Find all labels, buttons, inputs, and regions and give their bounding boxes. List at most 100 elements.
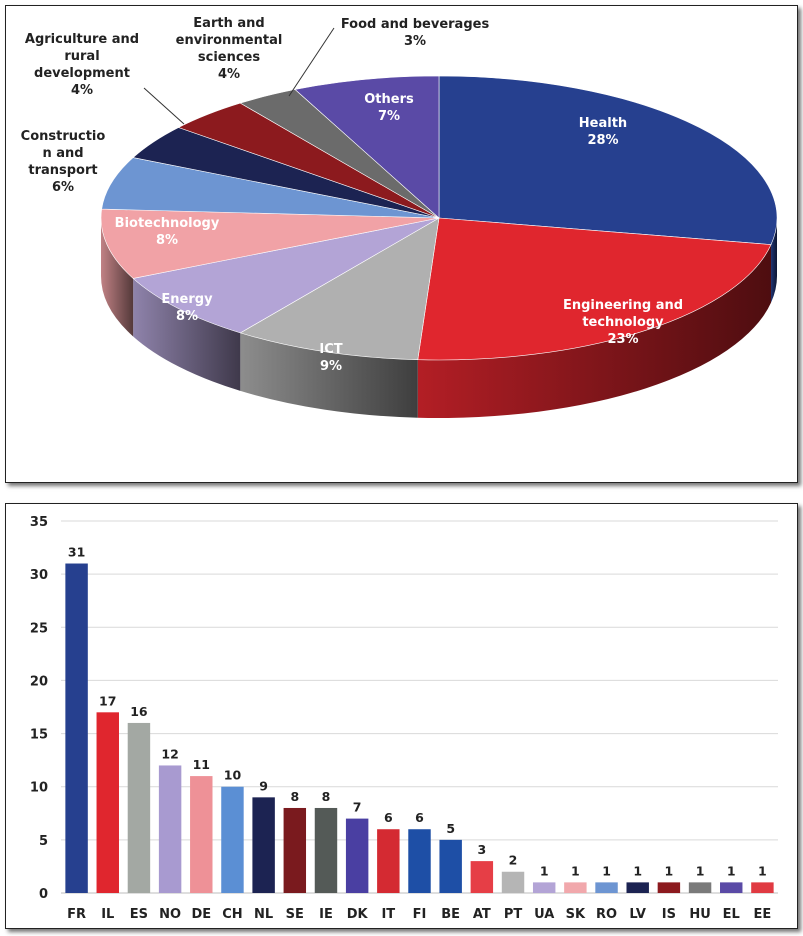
pie-slice-biotechnology xyxy=(100,208,440,279)
pie-chart-panel: Health 28% Engineering and technology 23% ICT… xyxy=(5,5,798,483)
x-tick-label-ie: IE xyxy=(319,907,333,922)
bar-is xyxy=(657,882,681,893)
pie-slice-ict xyxy=(239,217,440,361)
pie-percent-engineering-and-technology: 23% xyxy=(607,332,638,347)
bar-value-label-ua: 1 xyxy=(540,863,549,878)
pie-side-engineering-and-technology xyxy=(417,244,772,418)
bar-value-label-el: 1 xyxy=(727,863,736,878)
bar-value-label-ie: 8 xyxy=(322,789,331,804)
y-tick-label: 25 xyxy=(30,621,48,636)
pie-label-health: Health 28% xyxy=(579,116,627,148)
bar-it xyxy=(377,829,400,893)
bar-ie xyxy=(314,807,338,893)
bars xyxy=(65,563,774,893)
y-tick-label: 20 xyxy=(30,674,48,689)
pie-slices xyxy=(100,75,778,361)
y-tick-label: 30 xyxy=(30,568,48,583)
pie-percent-ict: 9% xyxy=(320,359,342,374)
x-tick-label-no: NO xyxy=(159,907,181,922)
pie-label-earth-and-environmental-sciences: Earth and environmental sciences 4% xyxy=(176,16,283,82)
pie-slice-engineering-and-technology xyxy=(417,217,772,361)
bar-value-label-de: 11 xyxy=(193,757,210,772)
pie-percent-biotechnology: 8% xyxy=(156,233,178,248)
pie-side-walls xyxy=(101,218,777,418)
bar-hu xyxy=(688,882,712,893)
pie-labels: Health 28% Engineering and technology 23% ICT… xyxy=(21,16,683,374)
x-axis-ticks: FR IL ES NO DE CH NL SE IE DK IT FI BE AT PT UA SK RO LV IS… xyxy=(67,907,771,922)
x-tick-label-pt: PT xyxy=(504,907,523,922)
x-tick-label-il: IL xyxy=(101,907,114,922)
pie-label-engineering-and-technology: Engineering and technology 23% xyxy=(563,298,683,347)
x-tick-label-ro: RO xyxy=(596,907,617,922)
x-tick-label-el: EL xyxy=(723,907,740,922)
x-tick-label-is: IS xyxy=(662,907,676,922)
bar-value-label-it: 6 xyxy=(384,810,393,825)
pie-label-ict: ICT 9% xyxy=(319,342,342,374)
bar-value-label-pt: 2 xyxy=(509,853,518,868)
x-tick-label-hu: HU xyxy=(689,907,710,922)
y-tick-label: 5 xyxy=(39,834,48,849)
pie-percent-agriculture-and-rural-development: 4% xyxy=(71,83,93,98)
bar-de xyxy=(190,776,213,893)
y-tick-label: 35 xyxy=(30,515,48,530)
bar-lv xyxy=(626,882,649,893)
bar-pt xyxy=(501,871,525,893)
x-tick-label-de: DE xyxy=(191,907,211,922)
pie-label-energy: Energy 8% xyxy=(161,292,213,324)
bar-value-label-ch: 10 xyxy=(224,768,242,783)
pie-label-others: Others 7% xyxy=(364,92,414,124)
x-tick-label-fi: FI xyxy=(413,907,427,922)
bar-ee xyxy=(751,882,774,893)
bar-value-label-hu: 1 xyxy=(696,863,705,878)
leader-line-food xyxy=(288,27,335,97)
bar-chart-panel: 0 5 10 15 20 25 30 35 31 17 16 12 11 10 9 8 8 7 6 6 5 3 2 1 1 1 1 1… xyxy=(5,503,798,929)
bar-value-label-be: 5 xyxy=(446,821,455,836)
x-tick-label-it: IT xyxy=(381,907,395,922)
leader-line-agriculture xyxy=(143,87,185,125)
x-tick-label-ee: EE xyxy=(754,907,772,922)
pie-label-constructio-n-and-transport: Constructio n and transport 6% xyxy=(21,129,106,195)
pie-slice-constructio-n-and-transport xyxy=(101,157,440,219)
bar-be xyxy=(439,839,462,893)
bar-value-label-at: 3 xyxy=(477,842,486,857)
pie-percent-food-and-beverages: 3% xyxy=(404,34,426,49)
bar-value-label-no: 12 xyxy=(161,746,178,761)
bar-ro xyxy=(595,882,618,893)
pie-percent-constructio-n-and-transport: 6% xyxy=(52,180,74,195)
pie-percent-earth-and-environmental-sciences: 4% xyxy=(218,67,240,82)
bar-value-label-lv: 1 xyxy=(633,863,642,878)
pie-leader-lines xyxy=(143,27,335,125)
bar-il xyxy=(96,712,119,893)
bar-value-label-dk: 7 xyxy=(353,800,362,815)
x-tick-label-ua: UA xyxy=(534,907,554,922)
bar-value-label-fi: 6 xyxy=(415,810,424,825)
y-axis-ticks: 0 5 10 15 20 25 30 35 xyxy=(30,515,48,902)
bar-ua xyxy=(532,882,556,893)
pie-side-ict xyxy=(240,332,418,418)
x-tick-label-nl: NL xyxy=(254,907,273,922)
pie-percent-health: 28% xyxy=(587,133,618,148)
bar-value-label-nl: 9 xyxy=(259,778,268,793)
bar-fr xyxy=(65,563,88,893)
bar-value-label-fr: 31 xyxy=(68,545,85,560)
bar-sk xyxy=(564,882,587,893)
bar-ch xyxy=(221,786,244,893)
pie-percent-energy: 8% xyxy=(176,309,198,324)
bar-at xyxy=(470,861,494,893)
bar-value-label-is: 1 xyxy=(665,863,674,878)
bar-value-label-il: 17 xyxy=(99,693,116,708)
bar-nl xyxy=(252,797,275,893)
y-tick-label: 15 xyxy=(30,728,48,743)
bar-dk xyxy=(345,818,369,893)
pie-chart: Health 28% Engineering and technology 23% ICT… xyxy=(21,16,778,418)
bar-value-label-ro: 1 xyxy=(602,863,611,878)
x-tick-label-es: ES xyxy=(130,907,148,922)
bar-fi xyxy=(408,829,431,893)
x-tick-label-se: SE xyxy=(286,907,304,922)
pie-label-biotechnology: Biotechnology 8% xyxy=(115,216,220,248)
x-tick-label-fr: FR xyxy=(67,907,86,922)
x-tick-label-lv: LV xyxy=(629,907,646,922)
bar-no xyxy=(158,765,182,893)
pie-label-food-and-beverages: Food and beverages 3% xyxy=(341,17,490,49)
